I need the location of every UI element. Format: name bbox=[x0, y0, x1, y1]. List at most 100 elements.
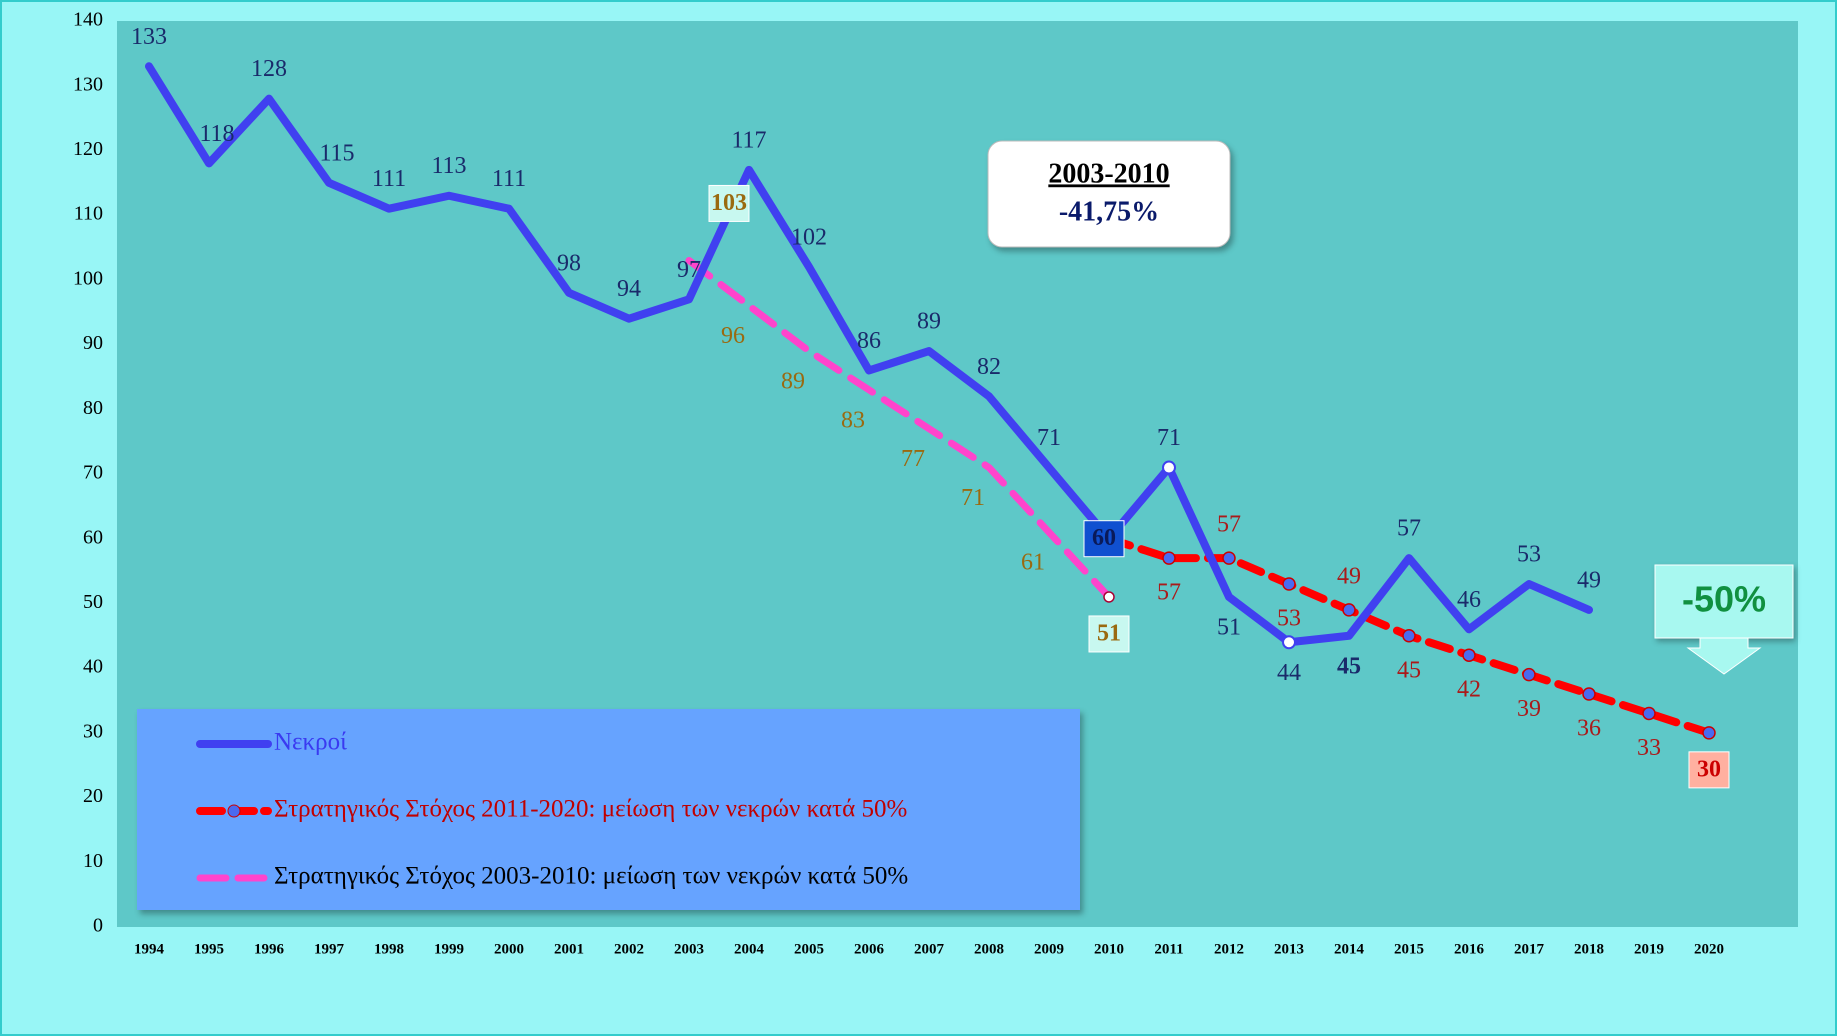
value-label: 51 bbox=[1097, 620, 1121, 646]
point bbox=[1462, 648, 1476, 662]
value-label: 118 bbox=[199, 121, 234, 147]
x-tick-label: 2008 bbox=[974, 941, 1004, 957]
value-label: 51 bbox=[1217, 614, 1241, 640]
value-label: 45 bbox=[1337, 653, 1361, 679]
value-label: 36 bbox=[1577, 716, 1601, 742]
x-tick-label: 1995 bbox=[194, 941, 224, 957]
y-tick-label: 140 bbox=[73, 9, 103, 31]
point bbox=[1402, 629, 1416, 643]
value-label: 89 bbox=[917, 309, 941, 335]
value-label: 60 bbox=[1092, 525, 1116, 551]
y-tick-label: 20 bbox=[83, 785, 103, 807]
y-tick-label: 130 bbox=[73, 73, 103, 95]
x-tick-label: 2003 bbox=[674, 941, 704, 957]
x-tick-label: 1998 bbox=[374, 941, 404, 957]
legend-label: Νεκροί bbox=[274, 729, 347, 756]
x-tick-label: 2020 bbox=[1694, 941, 1724, 957]
legend-label: Στρατηγικός Στόχος 2003-2010: μείωση των… bbox=[274, 863, 908, 890]
y-tick-label: 70 bbox=[83, 462, 103, 484]
label-box bbox=[1688, 751, 1730, 789]
y-tick-label: 40 bbox=[83, 656, 103, 678]
annotation-period: 2003-2010 bbox=[1048, 158, 1169, 189]
value-label: 61 bbox=[1021, 550, 1045, 576]
annotation-percent: -41,75% bbox=[1059, 196, 1159, 227]
y-tick-label: 110 bbox=[74, 203, 103, 225]
point bbox=[1282, 635, 1296, 650]
x-tick-label: 2016 bbox=[1454, 941, 1485, 957]
y-tick-label: 60 bbox=[83, 526, 103, 548]
value-label: 57 bbox=[1397, 516, 1421, 542]
value-label: 53 bbox=[1277, 606, 1301, 632]
point bbox=[1342, 603, 1356, 617]
value-label: 71 bbox=[1037, 425, 1061, 451]
y-tick-label: 0 bbox=[93, 915, 103, 937]
x-tick-label: 2001 bbox=[554, 941, 584, 957]
value-label: 71 bbox=[1157, 425, 1181, 451]
target-box bbox=[1654, 564, 1794, 639]
point bbox=[1522, 667, 1536, 682]
value-label: 113 bbox=[431, 153, 466, 179]
value-label: 46 bbox=[1457, 587, 1481, 613]
annotation-box bbox=[987, 140, 1231, 248]
legend-marker bbox=[227, 804, 241, 818]
value-label: 49 bbox=[1337, 563, 1361, 589]
point bbox=[1162, 460, 1176, 475]
value-label: 89 bbox=[781, 369, 805, 395]
x-tick-label: 2007 bbox=[914, 941, 945, 957]
value-label: 96 bbox=[721, 323, 745, 349]
x-tick-label: 2018 bbox=[1574, 941, 1604, 957]
value-label: 53 bbox=[1517, 542, 1541, 568]
x-tick-label: 1997 bbox=[314, 941, 345, 957]
value-label: 128 bbox=[251, 56, 287, 82]
value-label: 44 bbox=[1277, 660, 1301, 686]
y-tick-label: 90 bbox=[83, 332, 103, 354]
x-tick-label: 2004 bbox=[734, 941, 765, 957]
y-tick-label: 10 bbox=[83, 850, 103, 872]
value-label: 71 bbox=[961, 485, 985, 511]
x-tick-label: 2005 bbox=[794, 941, 824, 957]
y-tick-label: 50 bbox=[83, 591, 103, 613]
value-label: 86 bbox=[857, 328, 881, 354]
x-tick-label: 2009 bbox=[1034, 941, 1064, 957]
value-label: 82 bbox=[977, 354, 1001, 380]
value-label: 30 bbox=[1697, 756, 1721, 782]
target-arrow bbox=[1686, 637, 1762, 675]
point bbox=[1702, 726, 1716, 740]
x-tick-label: 1996 bbox=[254, 941, 285, 957]
point bbox=[1222, 551, 1236, 565]
point bbox=[1642, 706, 1656, 721]
series-line bbox=[145, 62, 1593, 647]
value-label: 77 bbox=[901, 446, 925, 472]
x-tick-label: 2010 bbox=[1094, 941, 1124, 957]
value-label: 117 bbox=[731, 127, 766, 153]
legend-label: Στρατηγικός Στόχος 2011-2020: μείωση των… bbox=[274, 796, 907, 823]
x-tick-label: 2000 bbox=[494, 941, 524, 957]
x-tick-label: 2017 bbox=[1514, 941, 1545, 957]
x-tick-label: 1994 bbox=[134, 941, 165, 957]
value-label: 33 bbox=[1637, 735, 1661, 761]
series-line bbox=[685, 256, 1113, 601]
point bbox=[1103, 591, 1115, 603]
value-label: 42 bbox=[1457, 677, 1481, 703]
value-label: 103 bbox=[711, 190, 747, 216]
value-label: 97 bbox=[677, 257, 701, 283]
value-label: 98 bbox=[557, 250, 581, 276]
point bbox=[1282, 577, 1296, 591]
y-tick-label: 120 bbox=[73, 138, 103, 160]
x-tick-label: 2012 bbox=[1214, 941, 1244, 957]
x-tick-label: 2011 bbox=[1154, 941, 1183, 957]
x-tick-label: 2006 bbox=[854, 941, 885, 957]
label-box bbox=[708, 184, 750, 222]
value-label: 102 bbox=[791, 224, 827, 250]
value-label: 133 bbox=[131, 24, 167, 50]
value-label: 94 bbox=[617, 276, 641, 302]
x-tick-label: 2019 bbox=[1634, 941, 1664, 957]
label-box bbox=[1083, 520, 1125, 558]
label-box bbox=[1088, 615, 1130, 653]
value-label: 49 bbox=[1577, 567, 1601, 593]
value-label: 45 bbox=[1397, 657, 1421, 683]
x-tick-label: 2015 bbox=[1394, 941, 1424, 957]
value-label: 39 bbox=[1517, 696, 1541, 722]
point bbox=[1582, 687, 1596, 701]
